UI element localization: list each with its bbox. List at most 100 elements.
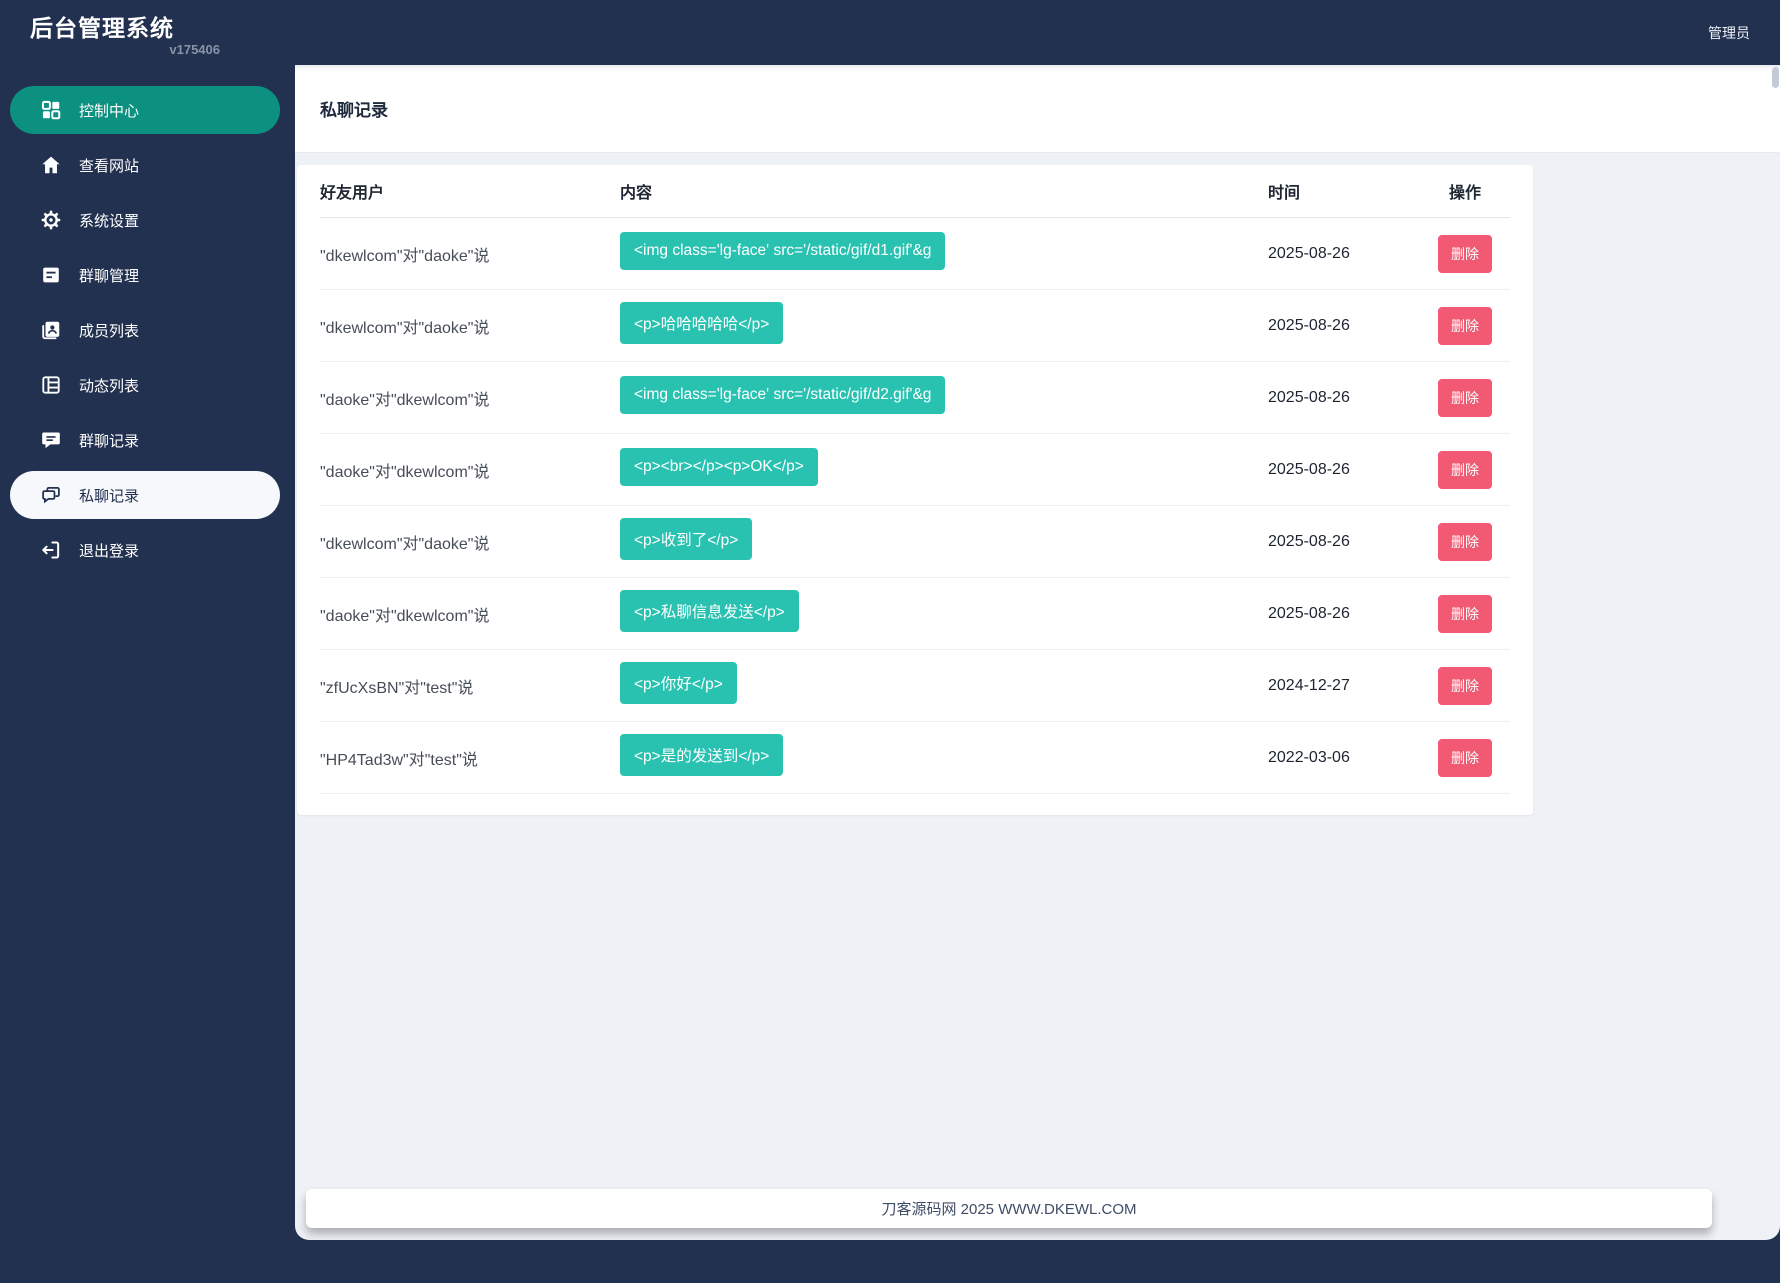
table-row: "daoke"对"dkewlcom"说 <img class='lg-face' … [320,362,1510,434]
sidebar-item-label: 群聊记录 [79,432,140,450]
footer: 刀客源码网 2025 WWW.DKEWL.COM [306,1189,1712,1228]
cell-action: 删除 [1420,738,1510,777]
sidebar-item-label: 控制中心 [79,102,140,120]
app-version: v175406 [169,41,220,57]
cell-content: <p>私聊信息发送</p> [620,590,1268,637]
sidebar-item-label: 成员列表 [79,322,140,340]
delete-button[interactable]: 删除 [1438,378,1492,417]
grid-icon [40,99,62,121]
table-row: "dkewlcom"对"daoke"说 <p>哈哈哈哈哈</p> 2025-08-2… [320,290,1510,362]
sidebar-item-label: 系统设置 [79,212,140,230]
table-icon [40,374,62,396]
cell-time: 2025-08-26 [1268,532,1350,550]
cell-time: 2025-08-26 [1268,388,1350,406]
member-card-icon [40,319,62,341]
message-content-badge: <p>哈哈哈哈哈</p> [620,302,784,344]
cell-action: 删除 [1420,594,1510,633]
logout-icon [40,539,62,561]
delete-button[interactable]: 删除 [1438,522,1492,561]
cell-time: 2024-12-27 [1268,676,1350,694]
table-row: "daoke"对"dkewlcom"说 <p><br></p><p>OK</p> 2… [320,434,1510,506]
sidebar: 控制中心查看网站系统设置群聊管理成员列表动态列表群聊记录私聊记录退出登录 [0,65,295,1283]
cell-friend-user: "dkewlcom"对"daoke"说 [320,535,490,553]
cell-friend-user: "daoke"对"dkewlcom"说 [320,607,490,625]
message-content-badge: <img class='lg-face' src='/static/gif/d2… [620,376,946,414]
app-logo: 后台管理系统 v175406 [30,9,220,57]
main-content: 私聊记录 好友用户 内容 时间 操作 "dkewlcom"对"daoke"说 <i… [295,65,1780,1240]
sidebar-item-system-settings[interactable]: 系统设置 [10,196,280,244]
sidebar-item-label: 查看网站 [79,157,140,175]
scrollbar-thumb[interactable] [1772,67,1779,88]
cell-action: 删除 [1420,522,1510,561]
app-title: 后台管理系统 [30,14,174,41]
delete-button[interactable]: 删除 [1438,594,1492,633]
table-row: "dkewlcom"对"daoke"说 <img class='lg-face' … [320,218,1510,290]
cell-action: 删除 [1420,378,1510,417]
cell-action: 删除 [1420,234,1510,273]
sidebar-item-label: 群聊管理 [79,267,140,285]
delete-button[interactable]: 删除 [1438,666,1492,705]
page-title-band: 私聊记录 [295,65,1780,153]
table-row: "zfUcXsBN"对"test"说 <p>你好</p> 2024-12-27 删除 [320,650,1510,722]
column-header-action: 操作 [1448,185,1481,202]
cell-content: <p><br></p><p>OK</p> [620,448,1268,491]
cell-friend-user: "daoke"对"dkewlcom"说 [320,391,490,409]
cell-content: <p>哈哈哈哈哈</p> [620,302,1268,349]
page-title: 私聊记录 [320,101,388,120]
sidebar-item-group-manage[interactable]: 群聊管理 [10,251,280,299]
topbar: 后台管理系统 v175406 管理员 [0,0,1780,65]
cell-content: <img class='lg-face' src='/static/gif/d1… [620,232,1268,275]
sidebar-item-console[interactable]: 控制中心 [10,86,280,134]
table-header: 好友用户 内容 时间 操作 [320,165,1510,218]
column-header-user: 好友用户 [320,185,385,202]
cell-content: <img class='lg-face' src='/static/gif/d2… [620,376,1268,419]
cell-content: <p>你好</p> [620,662,1268,709]
message-content-badge: <p>是的发送到</p> [620,734,784,776]
message-content-badge: <p>收到了</p> [620,518,753,560]
message-content-badge: <img class='lg-face' src='/static/gif/d1… [620,232,946,270]
message-content-badge: <p><br></p><p>OK</p> [620,448,818,486]
sidebar-item-label: 退出登录 [79,542,140,560]
cell-action: 删除 [1420,666,1510,705]
chat-records-card: 好友用户 内容 时间 操作 "dkewlcom"对"daoke"说 <img cl… [297,165,1533,815]
sidebar-item-member-list[interactable]: 成员列表 [10,306,280,354]
cell-friend-user: "dkewlcom"对"daoke"说 [320,247,490,265]
delete-button[interactable]: 删除 [1438,234,1492,273]
cell-action: 删除 [1420,306,1510,345]
cell-friend-user: "dkewlcom"对"daoke"说 [320,319,490,337]
sidebar-item-group-chat-records[interactable]: 群聊记录 [10,416,280,464]
footer-text: 刀客源码网 2025 WWW.DKEWL.COM [881,1201,1137,1218]
sidebar-item-activity-list[interactable]: 动态列表 [10,361,280,409]
sidebar-item-private-chat-records[interactable]: 私聊记录 [10,471,280,519]
table-body: "dkewlcom"对"daoke"说 <img class='lg-face' … [320,218,1510,794]
cell-time: 2025-08-26 [1268,460,1350,478]
sidebar-item-logout[interactable]: 退出登录 [10,526,280,574]
delete-button[interactable]: 删除 [1438,306,1492,345]
table-row: "HP4Tad3w"对"test"说 <p>是的发送到</p> 2022-03-06… [320,722,1510,794]
admin-user-link[interactable]: 管理员 [1708,24,1750,41]
cell-content: <p>是的发送到</p> [620,734,1268,781]
sidebar-item-view-site[interactable]: 查看网站 [10,141,280,189]
cell-time: 2025-08-26 [1268,244,1350,262]
message-content-badge: <p>你好</p> [620,662,737,704]
cell-time: 2025-08-26 [1268,316,1350,334]
document-icon [40,264,62,286]
column-header-content: 内容 [620,185,653,202]
delete-button[interactable]: 删除 [1438,738,1492,777]
sidebar-item-label: 私聊记录 [79,487,140,505]
cell-friend-user: "zfUcXsBN"对"test"说 [320,679,474,697]
cell-time: 2022-03-06 [1268,748,1350,766]
table-row: "daoke"对"dkewlcom"说 <p>私聊信息发送</p> 2025-08-… [320,578,1510,650]
sidebar-item-label: 动态列表 [79,377,140,395]
delete-button[interactable]: 删除 [1438,450,1492,489]
column-header-time: 时间 [1268,185,1301,202]
cell-action: 删除 [1420,450,1510,489]
cell-friend-user: "daoke"对"dkewlcom"说 [320,463,490,481]
cell-time: 2025-08-26 [1268,604,1350,622]
gear-icon [40,209,62,231]
message-content-badge: <p>私聊信息发送</p> [620,590,799,632]
cell-friend-user: "HP4Tad3w"对"test"说 [320,751,478,769]
table-row: "dkewlcom"对"daoke"说 <p>收到了</p> 2025-08-26 删… [320,506,1510,578]
home-icon [40,154,62,176]
sidebar-nav: 控制中心查看网站系统设置群聊管理成员列表动态列表群聊记录私聊记录退出登录 [0,65,295,574]
